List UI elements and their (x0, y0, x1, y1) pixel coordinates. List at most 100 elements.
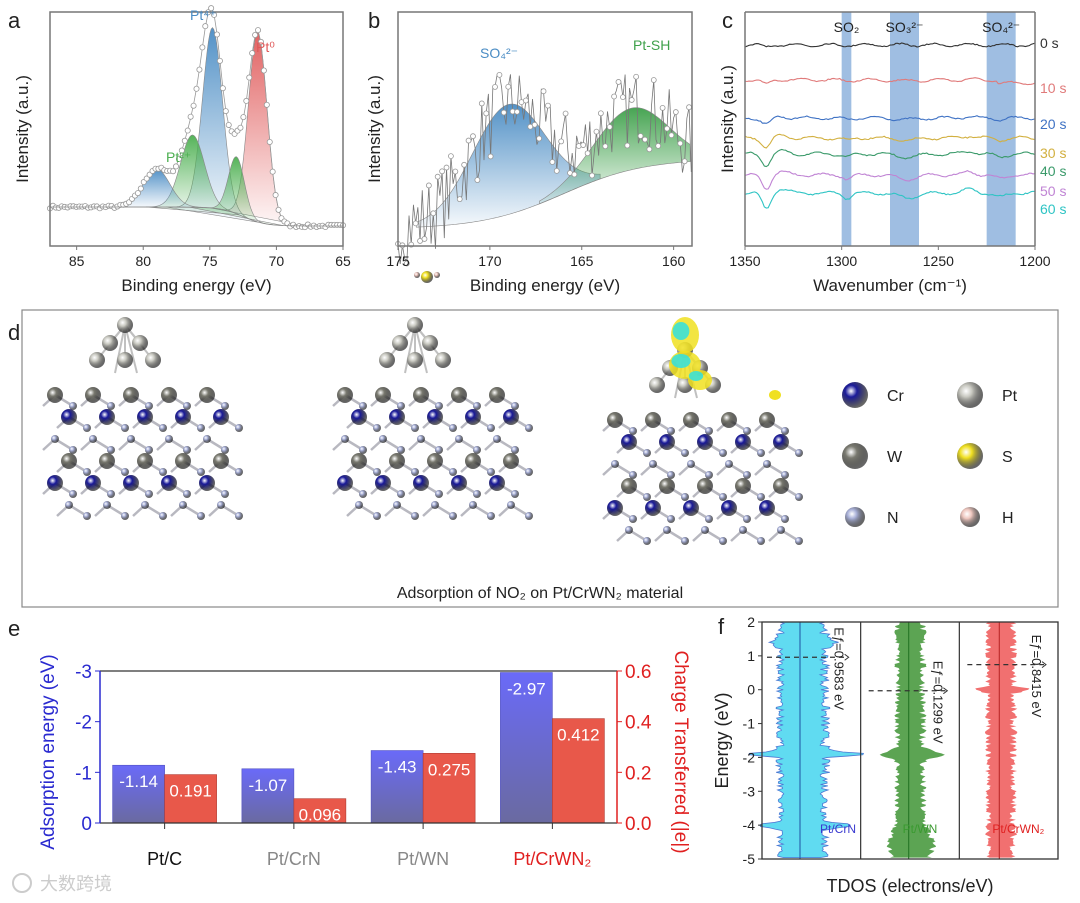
tungsten-atom (773, 478, 789, 494)
data-point (553, 167, 560, 174)
y-tick-label: -1 (75, 763, 92, 784)
bar-value-label: 0.275 (428, 760, 471, 779)
nitrogen-atom (649, 460, 657, 468)
platinum-atom (117, 352, 133, 368)
nitrogen-atom (781, 515, 789, 523)
legend-h-icon (960, 507, 980, 527)
fermi-level-label: Eƒ=0.8415 eV (1029, 635, 1044, 718)
data-point (620, 94, 626, 101)
y-tick-label: 2 (747, 614, 755, 630)
panel-a-axes (49, 11, 344, 247)
tungsten-atom (199, 387, 215, 403)
nitrogen-atom (611, 460, 619, 468)
nitrogen-atom (373, 468, 381, 476)
data-point (642, 136, 648, 143)
nitrogen-atom (469, 501, 477, 509)
chromium-atom (175, 409, 191, 425)
nitrogen-atom (411, 424, 419, 432)
data-point (143, 175, 150, 182)
nitrogen-atom (83, 468, 91, 476)
data-point (522, 97, 529, 104)
legend-label: H (1002, 510, 1014, 527)
data-point (686, 104, 692, 111)
nitrogen-atom (743, 515, 751, 523)
nitrogen-atom (777, 526, 785, 534)
tungsten-atom (213, 453, 229, 469)
platinum-atom (435, 352, 451, 368)
nitrogen-atom (397, 402, 405, 410)
data-point (628, 97, 635, 103)
nitrogen-atom (197, 512, 205, 520)
tungsten-atom (375, 387, 391, 403)
y-tick-label: -5 (743, 851, 756, 867)
nitrogen-atom (629, 515, 637, 523)
y-tick-label: 0 (81, 814, 92, 835)
data-point (175, 155, 182, 162)
y-tick-label: -4 (743, 817, 756, 833)
nitrogen-atom (701, 526, 709, 534)
nitrogen-atom (473, 446, 481, 454)
data-point (500, 109, 507, 116)
nitrogen-atom (449, 512, 457, 520)
panel-f-axes (761, 621, 1059, 860)
data-point (412, 220, 419, 227)
band-label: SO₂ (834, 19, 860, 35)
data-point (434, 173, 441, 180)
x-tick-label: 65 (335, 253, 351, 269)
data-point (474, 177, 481, 183)
x-axis-label: Binding energy (eV) (470, 276, 620, 295)
data-point (672, 109, 679, 115)
bond (414, 324, 428, 374)
band-highlight (841, 12, 852, 246)
nitrogen-atom (121, 468, 129, 476)
nitrogen-atom (197, 424, 205, 432)
nitrogen-atom (159, 424, 167, 432)
bar-value-label: 0.096 (299, 806, 342, 825)
nitrogen-atom (355, 501, 363, 509)
bond (404, 324, 416, 374)
legend-pt-icon (957, 382, 983, 408)
legend-label: Pt (1002, 388, 1018, 405)
x-tick-label: 85 (69, 253, 85, 269)
nitrogen-atom (629, 427, 637, 435)
spectrum-trace (744, 148, 1036, 168)
legend-label: S (1002, 449, 1013, 466)
data-point (606, 124, 613, 130)
panel-b-axes (397, 11, 693, 247)
data-point (246, 74, 253, 81)
bar-value-label: -1.43 (378, 758, 417, 777)
x-tick-label: 165 (570, 253, 594, 269)
nitrogen-atom (203, 435, 211, 443)
nitrogen-atom (159, 512, 167, 520)
baseline (50, 206, 344, 227)
nitrogen-atom (221, 402, 229, 410)
nitrogen-atom (393, 501, 401, 509)
spectrum-trace (744, 133, 1036, 149)
band-label: SO₃²⁻ (886, 19, 924, 35)
x-tick-label: 160 (662, 253, 686, 269)
data-point (249, 50, 256, 57)
x-axis-label: Binding energy (eV) (121, 276, 271, 295)
bar-adsorption-energy (370, 750, 424, 824)
chromium-atom (123, 475, 139, 491)
nitrogen-atom (379, 435, 387, 443)
data-point (659, 104, 666, 111)
data-point (443, 164, 450, 171)
tungsten-atom (683, 412, 699, 428)
series-label: 10 s (1040, 80, 1066, 96)
data-point (496, 71, 503, 78)
data-point (633, 73, 640, 80)
bar-value-label: -1.14 (119, 772, 158, 791)
peak-label: SO₄²⁻ (480, 45, 518, 61)
chromium-atom (351, 409, 367, 425)
category-label: Pt/C (147, 849, 182, 869)
nitrogen-atom (719, 493, 727, 501)
spectrum-trace (744, 170, 1036, 190)
nitrogen-atom (359, 402, 367, 410)
tungsten-atom (659, 478, 675, 494)
nitrogen-atom (121, 424, 129, 432)
nitrogen-atom (743, 427, 751, 435)
y-tick-label: -2 (743, 749, 756, 765)
tungsten-atom (645, 412, 661, 428)
